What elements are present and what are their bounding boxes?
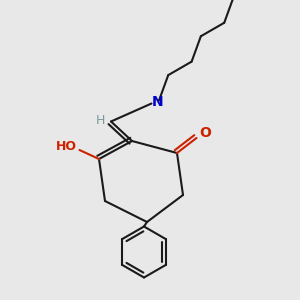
Text: HO: HO [56,140,76,154]
Text: H: H [96,113,105,127]
Text: N: N [152,95,163,109]
Text: O: O [200,127,211,140]
